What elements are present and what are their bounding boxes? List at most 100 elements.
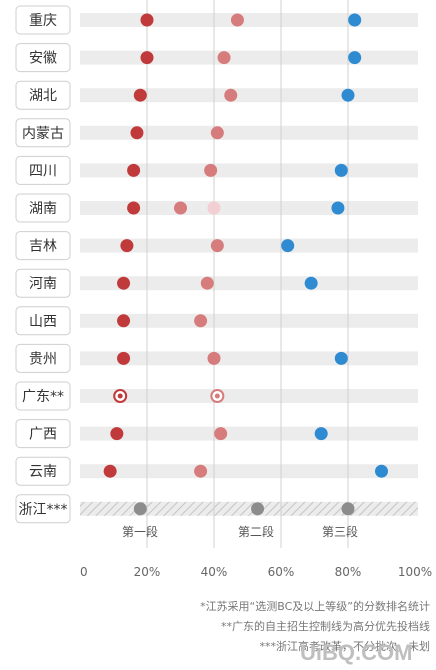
row-label: 四川 — [29, 163, 57, 179]
footnote: *江苏采用“选测BC及以上等级”的分数排名统计 — [200, 599, 430, 613]
data-point — [200, 276, 214, 290]
x-tick-label: 80% — [335, 565, 362, 579]
row-track — [80, 88, 418, 103]
row-track — [80, 276, 418, 291]
row-label-box — [15, 193, 71, 223]
data-point — [341, 502, 355, 516]
data-point — [133, 502, 147, 516]
data-point — [217, 51, 231, 65]
data-point — [224, 88, 238, 102]
data-point — [214, 427, 228, 441]
x-tick-label: 40% — [201, 565, 228, 579]
row-label: 广东** — [22, 389, 64, 405]
data-point — [348, 51, 362, 65]
data-point — [207, 351, 221, 365]
row-label: 广西 — [29, 427, 57, 443]
data-point — [251, 502, 265, 516]
data-point — [348, 13, 362, 27]
data-point — [375, 464, 388, 478]
footnote: **广东的自主招生控制线为高分优先投档线 — [221, 619, 430, 633]
row-label-box — [15, 306, 71, 336]
row-label: 山西 — [29, 314, 57, 330]
data-point-center — [117, 393, 123, 399]
row-label-box — [15, 5, 71, 35]
row-track — [80, 125, 418, 140]
row-track — [80, 501, 418, 516]
row-label-box — [15, 268, 71, 298]
row-label: 云南 — [29, 464, 57, 480]
row-track — [80, 464, 418, 479]
row-track — [80, 50, 418, 65]
row-label: 内蒙古 — [22, 126, 64, 142]
data-point — [140, 13, 154, 27]
watermark-logo: UiBQ.COM — [300, 640, 412, 665]
x-axis-ticks: 0 20% 40% 60% 80% 100% — [80, 565, 432, 579]
row-label-box — [15, 494, 71, 524]
data-point — [127, 201, 141, 215]
row-track — [80, 389, 418, 403]
data-point-center — [214, 393, 220, 399]
segment-label: 第三段 — [322, 524, 358, 539]
row-track — [80, 351, 418, 366]
data-point — [130, 126, 144, 140]
row-track — [80, 313, 418, 328]
data-point — [230, 13, 244, 27]
row-label-box — [15, 43, 71, 73]
data-point — [117, 314, 131, 328]
row-label: 湖南 — [29, 201, 57, 217]
row-label: 河南 — [29, 276, 57, 292]
x-tick-label: 20% — [134, 565, 161, 579]
row-label-box — [15, 118, 71, 148]
data-point — [133, 88, 147, 102]
row-label-box — [15, 343, 71, 373]
data-point — [140, 51, 154, 65]
data-point — [334, 163, 348, 177]
row-track — [80, 163, 418, 178]
data-point — [194, 464, 208, 478]
data-point — [304, 276, 318, 290]
data-point — [117, 276, 131, 290]
row-tracks — [80, 13, 418, 516]
row-label-box — [15, 80, 71, 110]
data-point — [204, 163, 218, 177]
row-label: 重庆 — [29, 13, 57, 29]
segment-label: 第二段 — [238, 524, 274, 539]
data-point — [110, 427, 124, 441]
row-label-box — [15, 381, 71, 411]
row-track — [80, 238, 418, 253]
data-point — [281, 239, 295, 253]
data-point — [103, 464, 117, 478]
row-track — [80, 13, 418, 27]
footnotes: *江苏采用“选测BC及以上等级”的分数排名统计 **广东的自主招生控制线为高分优先… — [200, 599, 430, 653]
data-point — [117, 351, 131, 365]
data-point — [314, 427, 328, 441]
segment-labels: 第一段 第二段 第三段 — [122, 524, 358, 539]
data-points — [103, 13, 388, 516]
data-point — [341, 88, 355, 102]
data-point — [120, 239, 134, 253]
row-label-box — [15, 231, 71, 261]
segment-label: 第一段 — [122, 524, 158, 539]
data-point — [174, 201, 187, 215]
x-tick-label: 0 — [80, 565, 88, 579]
row-label: 浙江*** — [19, 502, 68, 518]
data-point — [210, 126, 224, 140]
data-point — [331, 201, 345, 215]
row-label-box — [15, 456, 71, 486]
row-label-box — [15, 155, 71, 185]
row-label: 吉林 — [29, 239, 57, 255]
x-tick-label: 100% — [398, 565, 432, 579]
data-point — [207, 201, 221, 215]
footnote: ***浙江高考改革，不分批次，未划 — [260, 639, 431, 653]
row-label: 贵州 — [29, 351, 57, 367]
row-label: 湖北 — [29, 88, 57, 104]
row-label: 安徽 — [29, 51, 57, 67]
x-tick-label: 60% — [268, 565, 295, 579]
row-track — [80, 426, 418, 441]
row-label-box — [15, 419, 71, 449]
data-point — [127, 163, 141, 177]
data-point — [210, 239, 224, 253]
data-point — [194, 314, 208, 328]
